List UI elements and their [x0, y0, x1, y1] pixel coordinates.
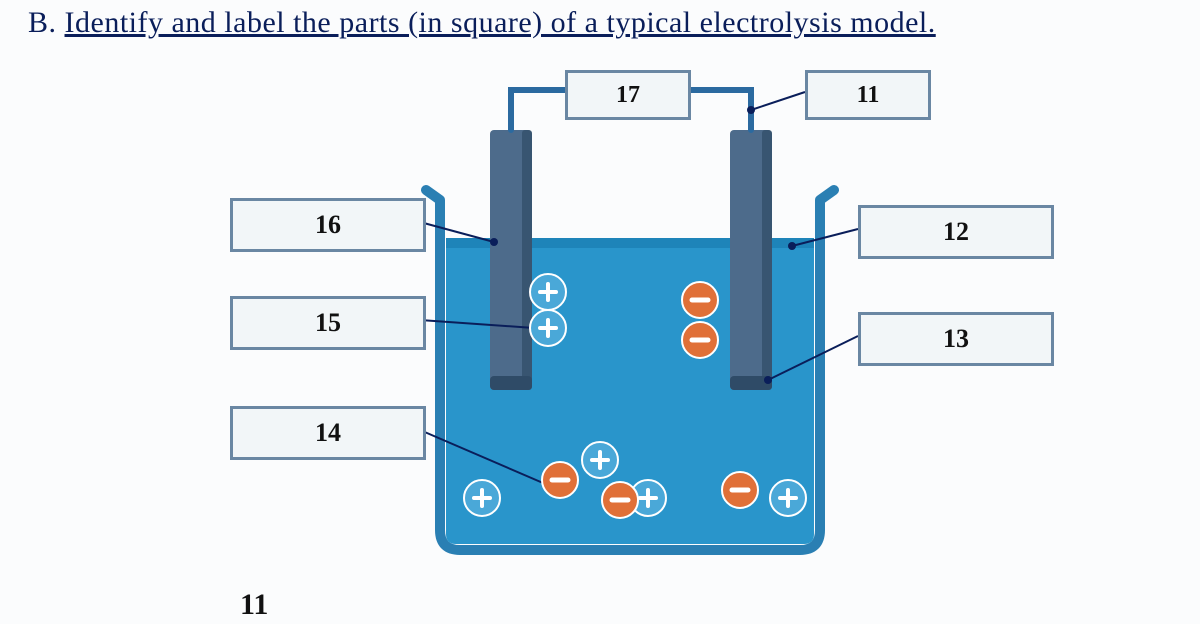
- bottom-number-11: 11: [240, 588, 268, 622]
- label-box-11-top[interactable]: 11: [805, 70, 931, 120]
- label-box-14[interactable]: 14: [230, 406, 426, 460]
- label-box-17[interactable]: 17: [565, 70, 691, 120]
- label-box-13[interactable]: 13: [858, 312, 1054, 366]
- label-box-12[interactable]: 12: [858, 205, 1054, 259]
- label-box-15[interactable]: 15: [230, 296, 426, 350]
- label-box-16[interactable]: 16: [230, 198, 426, 252]
